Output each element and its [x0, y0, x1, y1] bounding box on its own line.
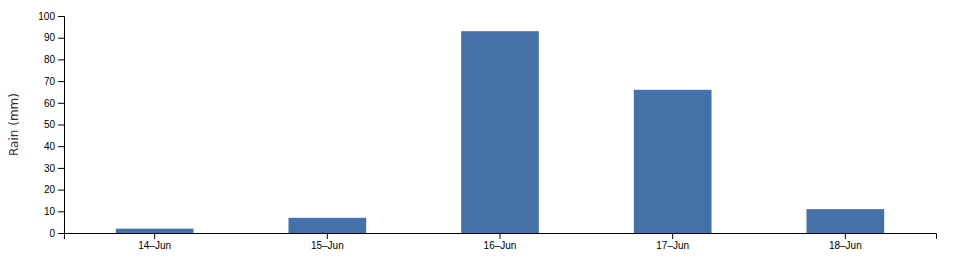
tick-mark — [58, 211, 64, 212]
tick-label: 90 — [44, 32, 56, 43]
tick-label: 14–Jun — [138, 240, 171, 251]
marks — [116, 31, 884, 233]
tick: 40 — [44, 141, 64, 152]
tick-label: 17–Jun — [656, 240, 689, 251]
tick: 16–Jun — [484, 233, 517, 251]
tick: 30 — [44, 163, 64, 174]
tick: 100 — [38, 11, 64, 22]
tick-mark — [672, 233, 673, 239]
tick: 18–Jun — [829, 233, 862, 251]
tick-label: 50 — [44, 119, 56, 130]
tick-label: 20 — [44, 184, 56, 195]
axis-line — [58, 17, 65, 234]
tick-label: 0 — [49, 228, 55, 239]
tick-mark — [58, 81, 64, 82]
tick-mark — [500, 233, 501, 239]
bar — [288, 218, 366, 233]
tick-mark — [58, 16, 64, 17]
y-axis: 0 10 20 30 40 50 60 70 80 90 100 — [38, 11, 64, 239]
bar — [116, 229, 194, 233]
tick-mark — [154, 233, 155, 239]
tick-label: 10 — [44, 206, 56, 217]
bar — [634, 90, 712, 233]
plot: 0 10 20 30 40 50 60 70 80 90 100 14–Jun 15–Jun 16–Jun… — [38, 11, 936, 251]
tick: 80 — [44, 54, 64, 65]
tick-label: 18–Jun — [829, 240, 862, 251]
tick-label: 15–Jun — [311, 240, 344, 251]
tick-mark — [845, 233, 846, 239]
tick-mark — [58, 59, 64, 60]
tick: 60 — [44, 98, 64, 109]
tick-mark — [327, 233, 328, 239]
tick-mark — [58, 146, 64, 147]
tick-mark — [58, 190, 64, 191]
tick: 17–Jun — [656, 233, 689, 251]
tick-mark — [58, 103, 64, 104]
tick-label: 80 — [44, 54, 56, 65]
tick-mark — [58, 38, 64, 39]
tick-label: 60 — [44, 98, 56, 109]
chart: 0 10 20 30 40 50 60 70 80 90 100 14–Jun 15–Jun 16–Jun… — [0, 0, 960, 267]
tick: 14–Jun — [138, 233, 171, 251]
tick-mark — [58, 233, 64, 234]
tick: 20 — [44, 184, 64, 195]
y-axis-title: Rain (mm) — [7, 93, 21, 156]
bar — [461, 31, 539, 233]
tick-mark — [58, 168, 64, 169]
x-axis: 14–Jun 15–Jun 16–Jun 17–Jun 18–Jun — [65, 233, 937, 251]
axis-line — [65, 234, 937, 240]
tick-label: 16–Jun — [484, 240, 517, 251]
tick-mark — [58, 125, 64, 126]
tick-label: 100 — [38, 11, 55, 22]
tick: 90 — [44, 32, 64, 43]
tick: 70 — [44, 76, 64, 87]
tick: 50 — [44, 119, 64, 130]
tick: 0 — [49, 228, 64, 239]
tick: 10 — [44, 206, 64, 217]
bar — [806, 209, 884, 233]
tick: 15–Jun — [311, 233, 344, 251]
tick-label: 30 — [44, 163, 56, 174]
tick-label: 70 — [44, 76, 56, 87]
tick-label: 40 — [44, 141, 56, 152]
